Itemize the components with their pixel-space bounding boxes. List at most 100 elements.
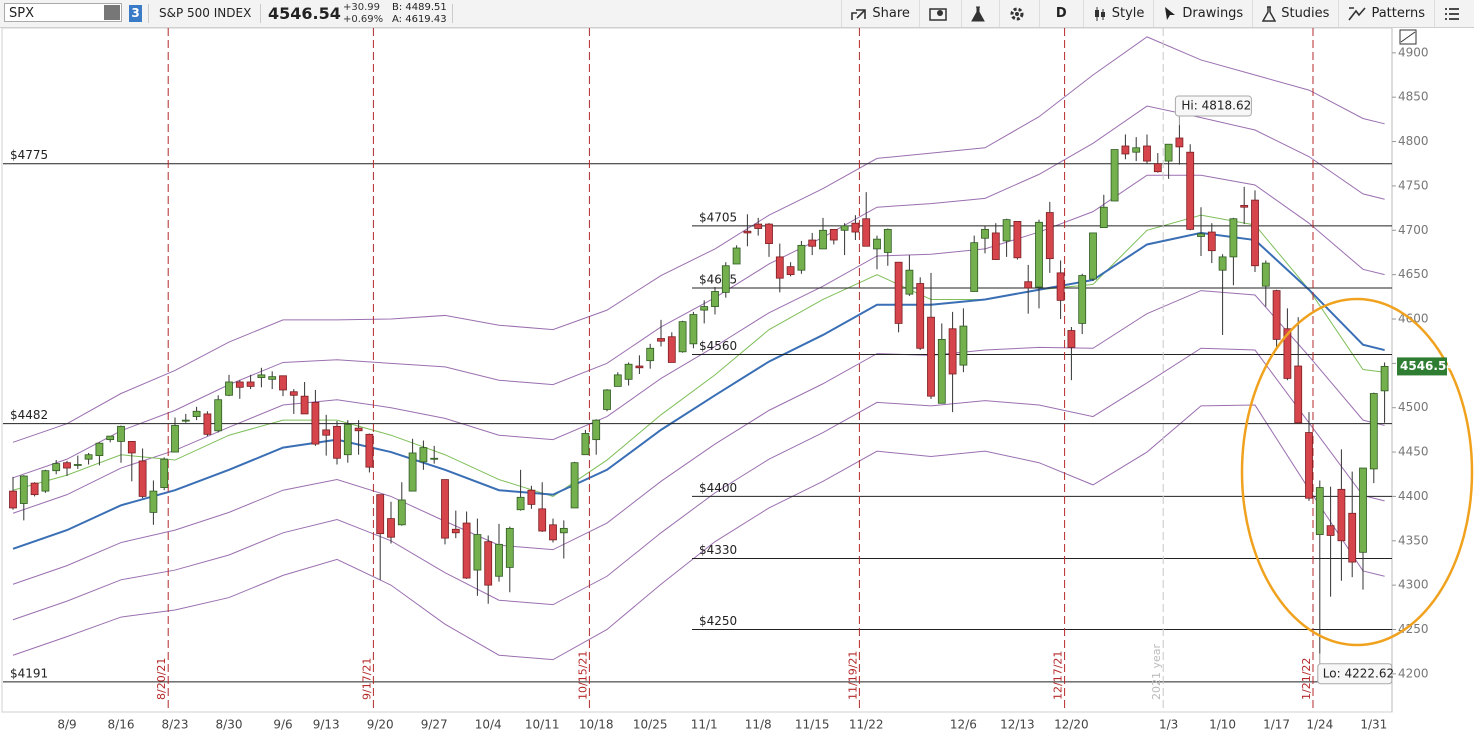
patterns-button[interactable]: Patterns [1338, 0, 1434, 27]
flask-button[interactable] [960, 0, 999, 27]
candle-body [300, 395, 309, 415]
y-tick-label: 4200 [1398, 666, 1429, 680]
candle-body [991, 232, 1000, 260]
symbol-box[interactable]: SPX [4, 3, 122, 22]
candle-body [1380, 366, 1389, 392]
ask: A: 4619.43 [392, 14, 447, 25]
icon [971, 6, 985, 21]
y-tick-label: 4250 [1398, 622, 1429, 636]
candle-body [1359, 467, 1367, 553]
candle-body [667, 336, 676, 363]
y-tick-label: 4500 [1398, 400, 1429, 414]
candle-body [160, 458, 169, 488]
x-tick-label: 8/16 [108, 718, 135, 732]
candle-body [527, 489, 536, 505]
x-tick-label: 12/13 [1000, 718, 1035, 732]
candle-body [41, 470, 50, 492]
candle-body [603, 389, 611, 410]
x-tick-label: 11/22 [849, 718, 884, 732]
candle-body [862, 218, 871, 247]
candle-body [354, 427, 363, 432]
expiry-label: 9/17/21 [360, 658, 373, 700]
candle-body [322, 429, 331, 436]
x-tick-label: 1/24 [1306, 718, 1333, 732]
candle-body [246, 381, 255, 387]
candle-body [1035, 221, 1043, 288]
expiry-label: 12/17/21 [1052, 651, 1065, 700]
candle-body [1002, 219, 1011, 242]
highlight-ellipse [1240, 297, 1474, 647]
candle-body [225, 381, 233, 396]
candle-body [700, 306, 709, 311]
settings-button[interactable] [998, 0, 1039, 27]
indicator-line [12, 36, 1385, 443]
candle-body [873, 238, 881, 250]
candle-body [376, 494, 385, 535]
x-tick-label: 11/1 [691, 718, 718, 732]
price-level-label: $4635 [699, 272, 737, 286]
label: Studies [1281, 6, 1330, 21]
x-tick-label: 1/17 [1263, 718, 1290, 732]
style-button[interactable]: Style [1082, 0, 1154, 27]
candle-body [927, 316, 935, 397]
candle-body [1024, 281, 1033, 289]
candle-body [462, 522, 471, 579]
x-tick-label: 12/20 [1054, 718, 1089, 732]
candle-body [1067, 330, 1076, 348]
link-badge[interactable]: 3 [129, 5, 142, 22]
candle-body [1121, 145, 1130, 155]
x-tick-label: 8/9 [57, 718, 76, 732]
candle-body [279, 375, 287, 391]
candle-body [73, 464, 82, 466]
x-tick-label: 11/15 [795, 718, 830, 732]
candle-body [1013, 221, 1022, 259]
candle-body [657, 338, 665, 342]
y-tick-label: 4450 [1398, 445, 1429, 459]
indicator-line [12, 347, 1385, 621]
indicator-line [12, 404, 1385, 661]
candle-body [1305, 432, 1313, 499]
candle-body [646, 347, 655, 362]
candle-body [397, 499, 406, 526]
candle-body [970, 242, 979, 292]
candle-body [1240, 205, 1249, 208]
menu-button[interactable] [1434, 0, 1474, 27]
candle-body [365, 433, 374, 468]
candle-body [1045, 212, 1054, 260]
candle-body [840, 225, 849, 231]
candle-body [678, 321, 687, 353]
candle-body [1369, 393, 1378, 470]
price-level-label: $4400 [699, 481, 737, 495]
price-level-label: $4191 [10, 666, 48, 680]
candle-body [948, 328, 957, 375]
candle-body [343, 424, 352, 456]
tool-group: Share D Style Drawings Studies Patterns [841, 0, 1474, 27]
period-button[interactable]: D [1038, 0, 1083, 27]
studies-button[interactable]: Studies [1252, 0, 1338, 27]
candle-body [495, 543, 503, 577]
y-tick-label: 4800 [1398, 134, 1429, 148]
hi-box [1174, 95, 1252, 117]
candle-body [905, 269, 914, 295]
x-tick-label: 1/31 [1360, 718, 1387, 732]
x-tick-label: 10/25 [633, 718, 668, 732]
dropdown[interactable] [104, 5, 120, 20]
drawings-button[interactable]: Drawings [1153, 0, 1252, 27]
candle-body [786, 266, 795, 276]
indicator-line [12, 214, 1385, 497]
candle-body [570, 462, 579, 509]
candle-body [117, 425, 125, 442]
share-button[interactable]: Share [841, 0, 919, 27]
expiry-label: 8/20/21 [155, 658, 168, 700]
candle-body [1110, 149, 1119, 202]
candle-body [257, 374, 266, 378]
candle-body [289, 391, 298, 396]
candle-body [819, 229, 827, 250]
info-button[interactable] [918, 0, 961, 27]
candle-body [743, 230, 752, 234]
candle-body [732, 247, 741, 265]
candle-body [52, 463, 61, 472]
x-tick-label: 10/4 [475, 718, 502, 732]
icon [929, 7, 947, 21]
candle-body [171, 425, 179, 453]
